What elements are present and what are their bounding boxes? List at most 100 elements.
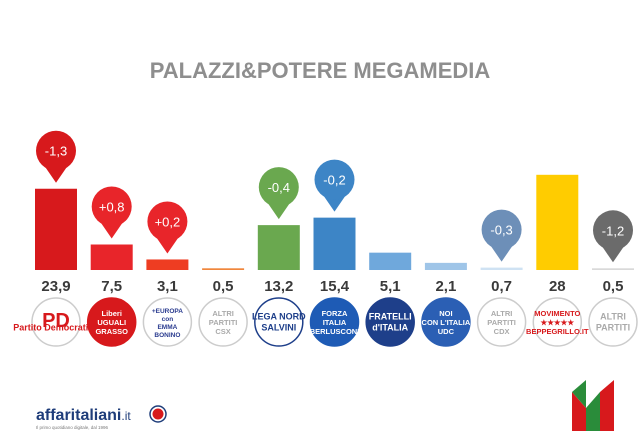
logo-text: +EUROPA: [152, 308, 183, 315]
badge-21-icon: [149, 405, 167, 423]
logo-circle: [254, 297, 304, 347]
logo-text: PARTITI: [209, 318, 238, 327]
bar-europa: [146, 259, 189, 270]
logo-text: Partito Democratico: [13, 323, 99, 333]
movimento-5-stelle-logo: MOVIMENTO★★★★★BEPPEGRILLO.IT: [526, 297, 589, 347]
logo-circle: [421, 297, 471, 347]
value-label-liberi-e-uguali: 7,5: [101, 278, 122, 295]
logo-circle: [588, 297, 638, 347]
change-pin-pd: -1,3: [36, 130, 76, 183]
logo-circle: [532, 297, 583, 347]
bars-layer: [35, 174, 634, 270]
logo-text: CDX: [494, 327, 510, 336]
footer-brand: affaritaliani.it Il primo quotidiano dig…: [36, 405, 167, 430]
logo-circle: [476, 297, 527, 347]
logo-text: GRASSO: [95, 327, 128, 336]
value-label-fratelli-d-italia: 5,1: [380, 278, 401, 295]
bar-noi-con-l-italia: [424, 262, 467, 270]
logo-circle: [142, 297, 193, 347]
logo-text: CSX: [215, 327, 230, 336]
logo-text: con: [162, 316, 174, 323]
logo-text: ALTRI: [600, 312, 626, 322]
value-label-forza-italia: 15,4: [320, 278, 350, 295]
logo-text: LEGA NORD: [252, 312, 306, 322]
value-labels-layer: 23,9 7,5 3,1 0,5 13,2 15,4 5,1 2,1 0,7 28 0,5: [41, 278, 623, 295]
pin-tail: [602, 246, 624, 263]
logo-text: d'ITALIA: [372, 323, 408, 333]
change-label: -1,2: [602, 223, 624, 238]
pin-tail: [100, 222, 123, 239]
value-label-noi-con-l-italia: 2,1: [435, 278, 456, 295]
pin-head: [481, 209, 522, 250]
logo-text: NOI: [439, 309, 452, 318]
logo-text: BEPPEGRILLO.IT: [526, 327, 589, 336]
change-pin-forza-italia: -0,2: [314, 159, 355, 212]
logo-circle: [198, 297, 248, 347]
chart-title: PALAZZI&POTERE MEGAMEDIA: [150, 58, 491, 83]
logo-text: Liberi: [101, 309, 121, 318]
bar-lega-nord: [257, 225, 300, 270]
logo-text: SALVINI: [261, 323, 296, 333]
change-pin-lega-nord: -0,4: [258, 167, 299, 220]
change-label: -0,3: [490, 223, 512, 238]
logo-text: CON L'ITALIA: [422, 318, 471, 327]
bar-movimento-5-stelle: [536, 174, 579, 270]
pin-head: [91, 186, 132, 227]
bar-pd: [35, 188, 77, 270]
logo-text: ALTRI: [491, 309, 513, 318]
value-label-altri-partiti-csx: 0,5: [213, 278, 234, 295]
value-label-lega-nord: 13,2: [264, 278, 293, 295]
value-label-altri-partiti: 0,5: [603, 278, 624, 295]
pin-head: [593, 210, 633, 251]
brand-name: affaritaliani: [36, 407, 121, 424]
logo-text: EMMA: [157, 324, 177, 331]
logo-text: ITALIA: [323, 318, 347, 327]
logo-circle: [309, 297, 360, 347]
bar-forza-italia: [313, 217, 356, 270]
logo-circle: [365, 297, 415, 347]
brand-tagline: Il primo quotidiano digitale, dal 1996: [36, 425, 109, 430]
pin-head: [314, 159, 355, 200]
bar-altri-partiti: [592, 268, 634, 270]
logo-text: MOVIMENTO: [534, 309, 580, 318]
change-label: -0,2: [323, 173, 345, 188]
pin-tail: [323, 195, 346, 212]
change-pin-altri-partiti-cdx: -0,3: [481, 209, 522, 262]
change-pin-europa: +0,2: [147, 201, 188, 254]
brand-tld: .it: [121, 409, 131, 423]
change-pin-altri-partiti: -1,2: [593, 210, 633, 263]
change-label: -0,4: [268, 180, 290, 195]
logo-text: BONINO: [154, 332, 180, 339]
pin-tail: [156, 237, 179, 254]
pin-head: [147, 201, 188, 242]
logo-text: BERLUSCONI: [310, 327, 360, 336]
megamedia-logo: [572, 380, 614, 431]
change-pins-layer: -1,3 +0,8 +0,2 -0,4 -0,2 -0,3 -1,2: [36, 130, 633, 263]
brand-logo: affaritaliani.it: [36, 407, 131, 424]
change-label: +0,8: [99, 200, 125, 215]
pin-head: [258, 167, 299, 208]
logo-text: PARTITI: [596, 323, 630, 333]
logo-text: UGUALI: [97, 318, 126, 327]
logo-circle: [31, 297, 81, 347]
logo-text: UDC: [438, 327, 455, 336]
bar-altri-partiti-cdx: [480, 267, 523, 270]
change-label: -1,3: [45, 144, 67, 159]
logo-text: ★★★★★: [540, 318, 575, 327]
bar-liberi-e-uguali: [90, 244, 133, 270]
logo-circle: [86, 297, 137, 347]
bar-altri-partiti-csx: [202, 268, 245, 270]
value-label-europa: 3,1: [157, 278, 178, 295]
value-label-pd: 23,9: [41, 278, 70, 295]
pin-tail: [267, 203, 290, 220]
logo-text: FRATELLI: [369, 312, 412, 322]
